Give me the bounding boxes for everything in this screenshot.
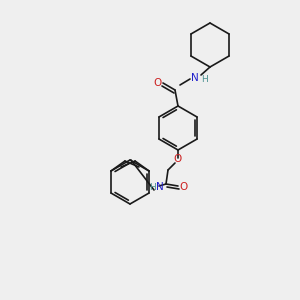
Text: N: N — [191, 73, 199, 83]
Text: H: H — [150, 184, 156, 193]
Text: O: O — [174, 154, 182, 164]
Text: H: H — [201, 74, 207, 83]
Text: O: O — [179, 182, 187, 192]
Text: O: O — [154, 78, 162, 88]
Text: N: N — [156, 182, 164, 192]
